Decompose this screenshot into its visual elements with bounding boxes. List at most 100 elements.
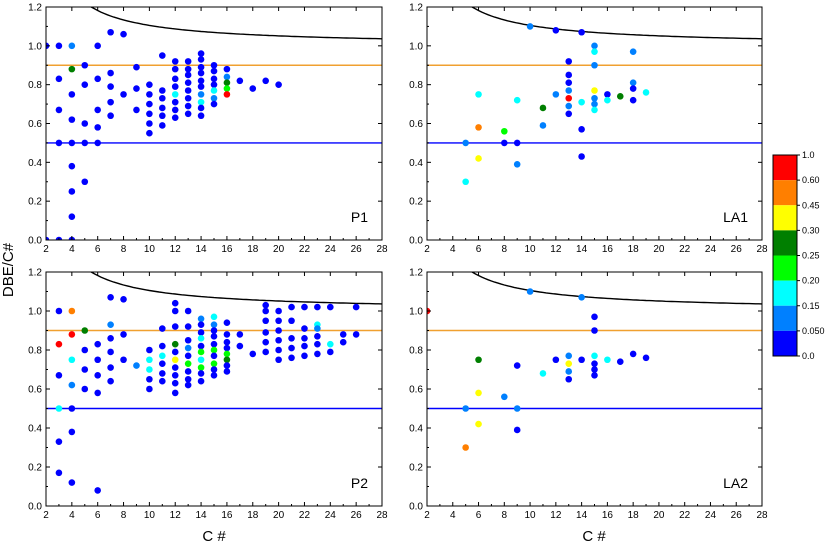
data-point bbox=[197, 335, 205, 342]
data-point bbox=[301, 335, 308, 342]
data-point bbox=[475, 420, 482, 428]
data-point bbox=[81, 81, 89, 88]
y-tick-label: 1.0 bbox=[409, 41, 423, 52]
y-tick-label: 0.0 bbox=[409, 502, 423, 513]
data-point bbox=[171, 98, 179, 106]
data-point bbox=[565, 102, 573, 110]
data-point bbox=[146, 100, 153, 108]
data-point bbox=[197, 104, 205, 112]
data-point bbox=[107, 294, 114, 301]
data-point bbox=[55, 340, 63, 348]
data-point bbox=[591, 327, 598, 334]
data-point bbox=[197, 348, 205, 356]
x-axis-label-right: C # bbox=[582, 528, 606, 545]
colorbar-segment bbox=[773, 205, 797, 231]
data-point bbox=[184, 94, 192, 102]
data-point bbox=[146, 375, 153, 383]
data-point bbox=[223, 356, 231, 364]
data-point bbox=[197, 112, 205, 120]
data-point bbox=[314, 340, 321, 348]
x-tick-label: 4 bbox=[450, 244, 456, 255]
data-point bbox=[223, 65, 231, 73]
data-point bbox=[578, 126, 585, 133]
data-point bbox=[210, 81, 218, 88]
y-tick-label: 0.6 bbox=[409, 119, 423, 130]
data-point bbox=[68, 331, 76, 338]
data-point bbox=[314, 325, 321, 332]
data-point bbox=[197, 77, 205, 85]
data-point bbox=[197, 329, 205, 336]
x-tick-label: 16 bbox=[602, 244, 614, 255]
colorbar: 1.0 0.60 0.45 0.30 0.25 0.20 0.15 0.050 0.0 bbox=[772, 150, 825, 361]
data-point bbox=[120, 356, 127, 364]
limit-curve bbox=[89, 7, 382, 40]
data-point bbox=[171, 348, 179, 356]
colorbar-segment bbox=[773, 255, 797, 281]
data-point bbox=[184, 323, 192, 330]
x-tick-label: 14 bbox=[576, 244, 588, 255]
data-point bbox=[475, 124, 482, 131]
data-point bbox=[159, 342, 166, 350]
data-point bbox=[184, 58, 192, 65]
data-point bbox=[314, 303, 321, 311]
panel-label: P1 bbox=[351, 209, 368, 225]
y-tick-label: 0.2 bbox=[409, 197, 423, 208]
data-point bbox=[591, 106, 598, 114]
data-point bbox=[133, 85, 140, 92]
data-point bbox=[133, 106, 140, 114]
x-tick-label: 12 bbox=[170, 244, 182, 255]
data-point bbox=[107, 335, 114, 342]
x-tick-label: 8 bbox=[121, 510, 127, 521]
y-tick-label: 0.8 bbox=[409, 346, 423, 357]
data-point bbox=[197, 56, 205, 63]
data-point bbox=[475, 155, 482, 162]
data-point bbox=[210, 360, 218, 367]
data-point bbox=[616, 93, 624, 100]
x-tick-label: 22 bbox=[679, 244, 691, 255]
data-point bbox=[223, 85, 231, 92]
data-point bbox=[107, 321, 114, 328]
y-tick-label: 0.2 bbox=[28, 197, 42, 208]
data-point bbox=[604, 96, 611, 104]
x-tick-label: 4 bbox=[450, 510, 456, 521]
data-point bbox=[223, 91, 231, 98]
data-point bbox=[120, 30, 127, 38]
data-point bbox=[475, 356, 482, 364]
data-point bbox=[275, 346, 282, 354]
data-point bbox=[462, 444, 469, 451]
data-point bbox=[146, 91, 153, 98]
data-point bbox=[107, 69, 114, 77]
data-point bbox=[46, 236, 50, 240]
colorbar-label: 0.25 bbox=[802, 251, 820, 261]
data-point bbox=[81, 385, 89, 393]
limit-curve bbox=[470, 272, 762, 305]
data-point bbox=[171, 356, 179, 364]
data-point bbox=[513, 405, 521, 412]
y-tick-label: 1.2 bbox=[28, 268, 42, 279]
x-tick-label: 12 bbox=[170, 510, 182, 521]
data-point bbox=[68, 42, 76, 50]
data-point bbox=[171, 106, 179, 114]
data-point bbox=[539, 104, 547, 112]
y-tick-label: 1.2 bbox=[28, 3, 42, 14]
x-tick-label: 16 bbox=[221, 510, 233, 521]
data-point bbox=[159, 52, 166, 59]
data-point bbox=[475, 389, 482, 397]
x-tick-label: 24 bbox=[705, 244, 717, 255]
y-tick-label: 1.2 bbox=[409, 268, 423, 279]
data-point bbox=[275, 81, 282, 88]
data-point bbox=[210, 321, 218, 328]
data-point bbox=[301, 325, 308, 332]
data-point bbox=[513, 426, 521, 434]
data-point bbox=[578, 153, 585, 160]
data-point bbox=[513, 139, 521, 147]
x-axis-label-left: C # bbox=[202, 528, 226, 545]
data-point bbox=[197, 377, 205, 385]
data-point bbox=[578, 356, 585, 364]
data-point bbox=[94, 75, 101, 83]
data-point bbox=[159, 94, 166, 102]
data-point bbox=[146, 385, 153, 393]
data-point bbox=[591, 94, 598, 102]
data-point bbox=[184, 87, 192, 94]
colorbar-label: 0.30 bbox=[802, 225, 820, 235]
